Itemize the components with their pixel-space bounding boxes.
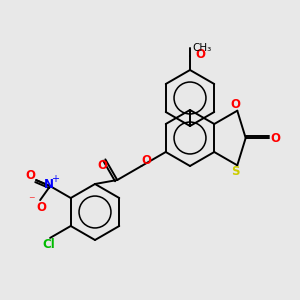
Text: Cl: Cl — [43, 238, 56, 251]
Text: N: N — [44, 178, 54, 190]
Text: CH₃: CH₃ — [192, 43, 211, 53]
Text: O: O — [98, 159, 107, 172]
Text: O: O — [142, 154, 152, 167]
Text: O: O — [36, 201, 46, 214]
Text: S: S — [231, 165, 239, 178]
Text: O: O — [271, 131, 281, 145]
Text: O: O — [230, 98, 240, 111]
Text: +: + — [51, 174, 59, 184]
Text: ⁻: ⁻ — [28, 195, 34, 208]
Text: O: O — [25, 169, 35, 182]
Text: O: O — [195, 47, 205, 61]
